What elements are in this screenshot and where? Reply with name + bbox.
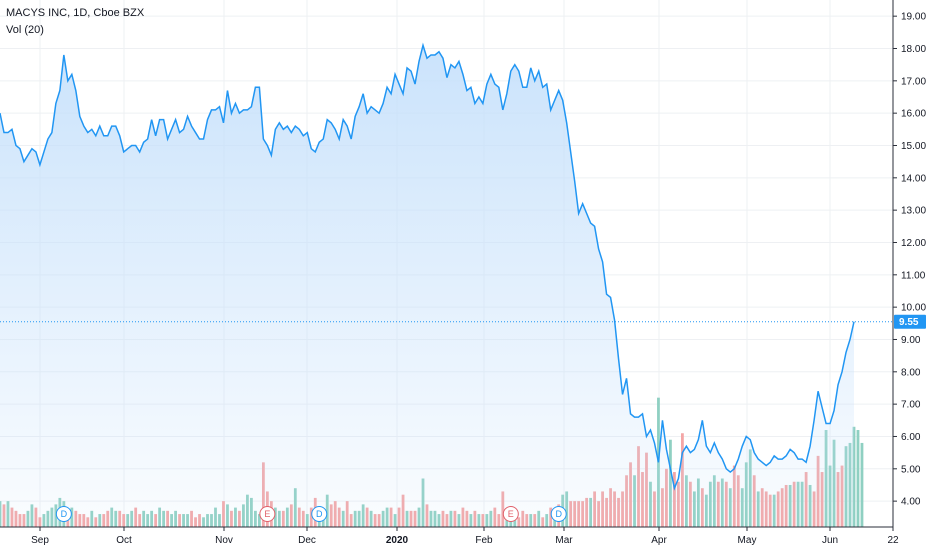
x-tick-label: Apr [651,535,667,546]
event-circle [502,506,519,522]
event-circle [259,506,276,522]
dividend-marker[interactable]: D [55,506,72,522]
event-circle [311,506,328,522]
y-tick-label: 4.00 [901,497,921,508]
x-tick-label: 22 [887,535,899,546]
y-tick-label: 15.00 [901,141,926,152]
y-tick-label: 12.00 [901,238,926,249]
y-tick-label: 8.00 [901,367,921,378]
y-tick-label: 18.00 [901,44,926,55]
x-tick-label: Feb [475,535,493,546]
x-tick-label: Jun [822,535,838,546]
y-tick-label: 5.00 [901,464,921,475]
x-tick-label: Mar [555,535,573,546]
price-area-fill [0,45,854,527]
event-label: D [316,509,323,519]
earnings-marker[interactable]: E [259,506,276,522]
volume-bar [860,442,864,527]
dividend-marker[interactable]: D [311,506,328,522]
last-price-box [894,314,926,329]
earnings-marker[interactable]: E [502,506,519,522]
chart-legend: MACYS INC, 1D, Cboe BZX Vol (20) [6,5,144,39]
y-tick-label: 10.00 [901,303,926,314]
x-tick-label: May [738,535,757,546]
event-label: E [508,509,514,519]
x-tick-label: Oct [116,535,132,546]
last-price-value: 9.55 [899,317,919,328]
event-label: D [555,509,562,519]
dividend-marker[interactable]: D [550,506,567,522]
volume-indicator-label[interactable]: Vol (20) [6,24,44,36]
event-label: D [61,509,68,519]
y-tick-label: 16.00 [901,109,926,120]
x-tick-label: 2020 [386,535,409,546]
last-price-label: 9.55 [894,314,926,329]
time-axis[interactable]: Sep Oct Nov Dec 2020 Feb Mar Apr May Jun 22 [31,527,899,546]
y-tick-label: 6.00 [901,432,921,443]
volume-bar [856,430,860,527]
event-circle [550,506,567,522]
x-tick-label: Dec [298,535,316,546]
y-tick-label: 13.00 [901,206,926,217]
y-tick-label: 11.00 [901,270,926,281]
y-tick-label: 9.00 [901,335,921,346]
y-tick-label: 17.00 [901,76,926,87]
price-line [0,42,855,491]
symbol-title[interactable]: MACYS INC, 1D, Cboe BZX [6,7,145,19]
price-axis[interactable]: 4.00 5.00 6.00 7.00 8.00 9.00 10.00 11.00 12.00 1… [893,12,926,508]
y-tick-label: 7.00 [901,400,921,411]
x-tick-label: Sep [31,535,49,546]
y-tick-label: 19.00 [901,12,926,23]
event-circle [55,506,72,522]
event-label: E [264,509,270,519]
x-tick-label: Nov [215,535,233,546]
y-tick-label: 14.00 [901,173,926,184]
